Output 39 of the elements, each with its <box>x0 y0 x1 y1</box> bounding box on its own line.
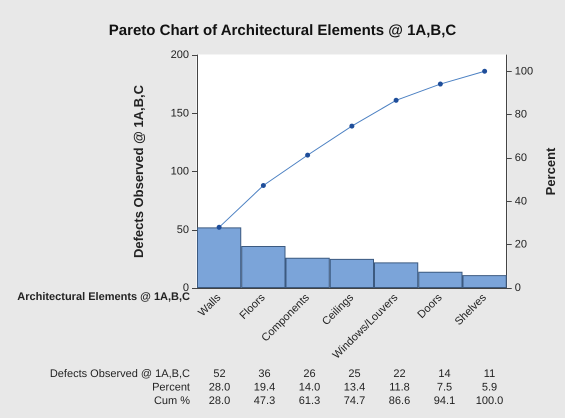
data-label: 74.7 <box>344 395 366 407</box>
text: 14.0 <box>298 382 320 394</box>
y2-tick-label: 60 <box>514 152 527 164</box>
data-label: 94.1 <box>434 395 456 407</box>
text: Percent <box>152 382 190 394</box>
text: 7.5 <box>436 382 452 394</box>
chart-title: Pareto Chart of Architectural Elements @ 1A,B,C <box>108 22 456 39</box>
data-label: 36 <box>258 368 271 380</box>
x-axis-title: Architectural Elements @ 1A,B,C <box>17 291 190 303</box>
data-label: 25 <box>348 368 361 380</box>
y-tick-label: 50 <box>176 224 189 236</box>
y2-tick-label: 100 <box>514 65 534 78</box>
data-label: 52 <box>213 368 226 380</box>
y-tick-label: 150 <box>170 107 189 120</box>
text: 19.4 <box>254 382 276 394</box>
y2-tick-label: 20 <box>514 238 527 251</box>
data-label: 11 <box>484 368 496 380</box>
text: 5.9 <box>482 382 498 394</box>
data-label: 22 <box>393 368 406 380</box>
data-label: 26 <box>303 368 316 380</box>
data-label: 14 <box>438 368 451 380</box>
text: Defects Observed @ 1A,B,C <box>50 368 190 380</box>
y2-tick-label: 80 <box>514 108 527 121</box>
y-tick-label: 200 <box>170 49 189 61</box>
text: Cum % <box>154 395 190 407</box>
text: 28.0 <box>208 382 230 394</box>
y2-tick-label: 40 <box>514 195 527 208</box>
data-label: 100.0 <box>476 395 504 407</box>
y-tick-label: 100 <box>170 166 189 178</box>
text: 13.4 <box>344 382 366 394</box>
y2-axis-title: Percent <box>543 146 558 196</box>
data-label: 61.3 <box>298 395 320 407</box>
data-label: 47.3 <box>254 395 276 407</box>
data-label: 28.0 <box>208 395 230 407</box>
y-axis-title: Defects Observed @ 1A,B,C <box>131 84 146 258</box>
y2-tick-label: 0 <box>514 282 521 294</box>
y-tick-label: 0 <box>182 282 189 294</box>
data-label: 86.6 <box>388 395 410 407</box>
text: 11.8 <box>389 382 410 394</box>
